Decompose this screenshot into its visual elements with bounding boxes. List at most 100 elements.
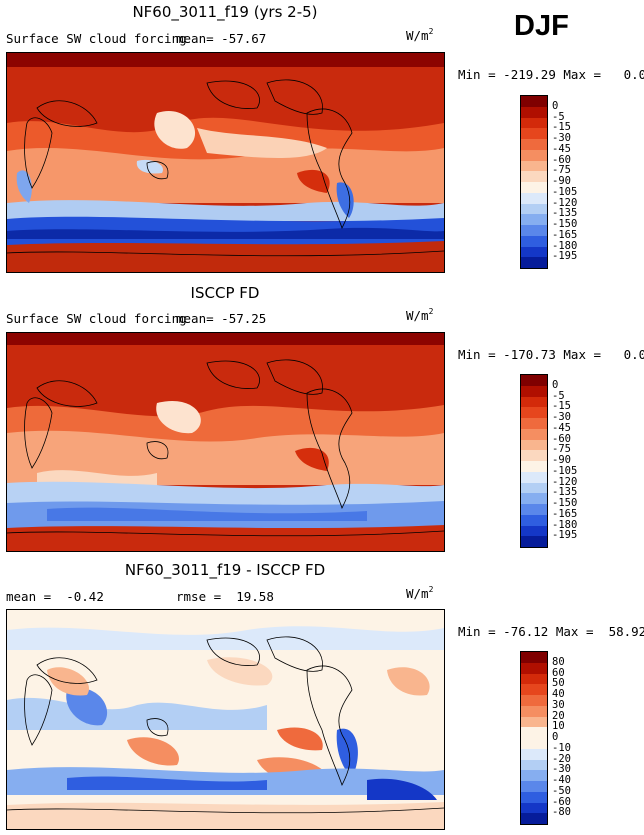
panel-1-mean-value: -57.67 [221,31,267,46]
colorbar-tick-label: 20 [552,709,565,722]
colorbar-tick-label: -195 [552,529,578,542]
panel-2-title: ISCCP FD [190,284,260,302]
colorbar-tick-label: -30 [552,132,571,144]
colorbar-tick-label: -90 [552,175,571,187]
colorbar-tick-label: -40 [552,774,571,786]
colorbar-swatch [521,471,547,483]
colorbar-swatch [521,96,547,107]
colorbar-tick-label: -105 [552,464,578,477]
colorbar-swatch [521,652,547,663]
colorbar-tick-label: -150 [552,497,578,509]
panel-1-colorbar-labels: 0 -5 -15 -30 -45 -60 -75 -90 -105 -120 -135 -150 -16… [552,95,612,267]
colorbar-swatch [521,781,547,792]
colorbar-swatch [521,139,547,150]
colorbar-tick-label: -75 [552,164,571,177]
colorbar-swatch [521,716,547,728]
colorbar-swatch [521,504,547,515]
colorbar-tick-label: 0 [552,378,559,391]
colorbar-tick-label: -120 [552,196,578,209]
colorbar-swatch [521,759,547,771]
colorbar-swatch [521,257,547,268]
colorbar-tick-label: -90 [552,454,571,466]
colorbar-tick-label: -120 [552,475,578,488]
colorbar-tick-label: -135 [552,486,578,499]
panel-2-min-value: -170.73 [503,347,556,362]
colorbar-tick-label: -165 [552,507,578,520]
colorbar-swatch [521,493,547,504]
colorbar-tick-label: 80 [552,655,565,668]
colorbar-tick-label: 40 [552,688,565,700]
colorbar-tick-label: -45 [552,421,571,434]
colorbar-swatch [521,748,547,760]
colorbar-tick-label: 60 [552,666,565,679]
colorbar-tick-label: -30 [552,763,571,776]
panel-3-title: NF60_3011_f19 - ISCCP FD [124,561,326,579]
colorbar-swatch [521,813,547,824]
season-label: DJF [514,10,569,42]
colorbar-tick-label: -5 [552,110,565,123]
colorbar-swatch [521,106,547,118]
colorbar-swatch [521,396,547,408]
colorbar-swatch [521,461,547,472]
colorbar-swatch [521,117,547,129]
colorbar-tick-label: 0 [552,99,559,112]
colorbar-swatch [521,385,547,397]
colorbar-tick-label: -10 [552,741,571,754]
panel-1-min-value: -219.29 [503,67,556,82]
colorbar-swatch [521,536,547,547]
panel-2-units: W/m2 [406,307,434,323]
colorbar-swatch [521,514,547,526]
panel-2-field-label: Surface SW cloud forcing [6,311,187,326]
colorbar-tick-label: 0 [552,731,559,743]
colorbar-tick-label: 30 [552,698,565,711]
panel-3-max-value: 58.92 [608,624,644,639]
panel-2-mean-label: mean= -57.25 [176,311,267,326]
colorbar-tick-label: -60 [552,153,571,166]
colorbar-swatch [521,160,547,172]
panel-1-title: NF60_3011_f19 (yrs 2-5) [132,3,318,21]
panel-3-rmse-label: rmse = 19.58 [176,589,274,604]
colorbar-tick-label: -75 [552,443,571,456]
panel-1-min-max: Min = -219.29 Max = 0.00 [458,67,644,82]
panel-3-map [6,609,445,830]
colorbar-swatch [521,705,547,717]
panel-3-mean-value: -0.42 [66,589,104,604]
colorbar-swatch [521,235,547,247]
colorbar-swatch [521,525,547,537]
colorbar-swatch [521,375,547,386]
colorbar-tick-label: -45 [552,142,571,155]
colorbar-tick-label: -105 [552,185,578,198]
colorbar-swatch [521,482,547,494]
colorbar-tick-label: -15 [552,121,571,134]
panel-3-min-max: Min = -76.12 Max = 58.92 [458,624,644,639]
panel-3-min-value: -76.12 [503,624,549,639]
colorbar-swatch [521,225,547,236]
colorbar-tick-label: -20 [552,752,571,765]
colorbar-tick-label: -150 [552,218,578,230]
colorbar-swatch [521,802,547,814]
colorbar-tick-label: -165 [552,228,578,241]
colorbar-tick-label: 10 [552,720,565,733]
colorbar-swatch [521,418,547,429]
colorbar-tick-label: -80 [552,806,571,819]
colorbar-swatch [521,439,547,451]
colorbar-tick-label: -50 [552,784,571,797]
panel-1-max-value: 0.00 [623,67,644,82]
colorbar-swatch [521,791,547,803]
panel-3-mean-label: mean = -0.42 [6,589,104,604]
panel-3-rmse-value: 19.58 [236,589,274,604]
colorbar-swatch [521,182,547,193]
colorbar-swatch [521,149,547,161]
colorbar-swatch [521,203,547,215]
panel-2-colorbar-labels: 0 -5 -15 -30 -45 -60 -75 -90 -105 -120 -135 -150 -16… [552,374,612,546]
panel-2-min-max: Min = -170.73 Max = 0.00 [458,347,644,362]
colorbar-swatch [521,738,547,749]
panel-2-colorbar [520,374,548,548]
colorbar-tick-label: -180 [552,239,578,252]
colorbar-tick-label: -60 [552,795,571,808]
colorbar-swatch [521,673,547,685]
panel-2-map [6,332,445,552]
colorbar-tick-label: -60 [552,432,571,445]
colorbar-swatch [521,770,547,781]
colorbar-swatch [521,214,547,225]
